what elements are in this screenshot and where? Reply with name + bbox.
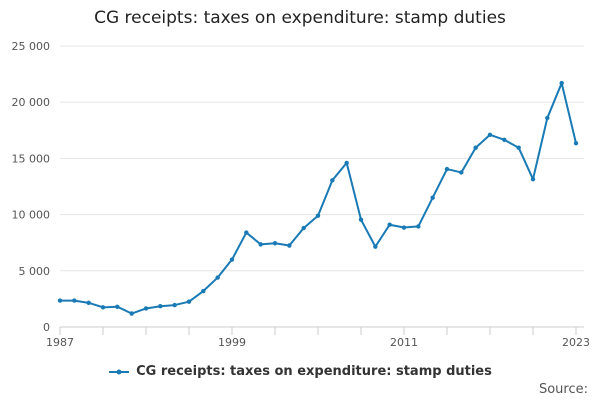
- y-tick-label: 0: [43, 321, 50, 334]
- data-point[interactable]: [530, 176, 536, 182]
- data-point[interactable]: [573, 141, 579, 146]
- data-point[interactable]: [401, 225, 407, 230]
- data-point[interactable]: [516, 145, 521, 150]
- data-point[interactable]: [57, 298, 63, 303]
- data-point[interactable]: [487, 132, 493, 137]
- data-point[interactable]: [115, 304, 120, 309]
- data-point[interactable]: [444, 166, 450, 172]
- data-point[interactable]: [129, 311, 134, 316]
- x-tick-label: 2011: [390, 336, 418, 349]
- data-point[interactable]: [172, 302, 177, 308]
- data-point[interactable]: [358, 217, 364, 222]
- y-tick-label: 5 000: [19, 265, 51, 278]
- data-point[interactable]: [330, 178, 335, 183]
- data-point[interactable]: [186, 299, 192, 304]
- data-point[interactable]: [373, 244, 378, 249]
- data-point[interactable]: [72, 298, 77, 303]
- y-tick-label: 20 000: [12, 96, 51, 109]
- data-point[interactable]: [301, 225, 306, 231]
- x-axis: 1987 1999 2011 2023: [46, 326, 590, 349]
- x-tick-label: 2023: [562, 336, 590, 349]
- x-tick-label: 1987: [46, 336, 74, 349]
- data-point[interactable]: [287, 243, 292, 248]
- data-point[interactable]: [545, 115, 550, 121]
- data-point[interactable]: [459, 170, 464, 175]
- chart-title: CG receipts: taxes on expenditure: stamp…: [94, 8, 506, 28]
- y-tick-label: 25 000: [12, 40, 51, 53]
- data-point[interactable]: [143, 306, 149, 311]
- data-point[interactable]: [315, 213, 321, 218]
- y-axis: 0 5 000 10 000 15 000 20 000 25 000: [12, 40, 51, 334]
- data-point[interactable]: [229, 257, 235, 262]
- data-point[interactable]: [344, 160, 349, 166]
- y-tick-label: 15 000: [12, 152, 51, 165]
- legend-label: CG receipts: taxes on expenditure: stamp…: [136, 364, 492, 379]
- legend[interactable]: CG receipts: taxes on expenditure: stamp…: [0, 364, 600, 379]
- data-point[interactable]: [158, 304, 163, 309]
- data-point[interactable]: [258, 242, 263, 247]
- y-tick-label: 10 000: [12, 209, 51, 222]
- data-point[interactable]: [201, 288, 206, 294]
- data-point[interactable]: [215, 275, 220, 280]
- data-point[interactable]: [416, 224, 421, 229]
- data-point[interactable]: [86, 300, 91, 306]
- data-point[interactable]: [100, 305, 106, 310]
- legend-swatch-icon: [109, 369, 130, 374]
- series[interactable]: [57, 80, 579, 316]
- data-point[interactable]: [473, 145, 478, 150]
- data-point[interactable]: [559, 80, 564, 86]
- source-label: Source:: [538, 382, 588, 397]
- series-line[interactable]: [60, 82, 577, 315]
- data-point[interactable]: [244, 230, 249, 235]
- data-point[interactable]: [430, 195, 435, 200]
- grid-lines: [60, 45, 584, 272]
- x-tick-label: 1999: [218, 336, 246, 349]
- data-point[interactable]: [272, 241, 278, 246]
- data-point[interactable]: [387, 222, 392, 227]
- data-point[interactable]: [502, 137, 507, 143]
